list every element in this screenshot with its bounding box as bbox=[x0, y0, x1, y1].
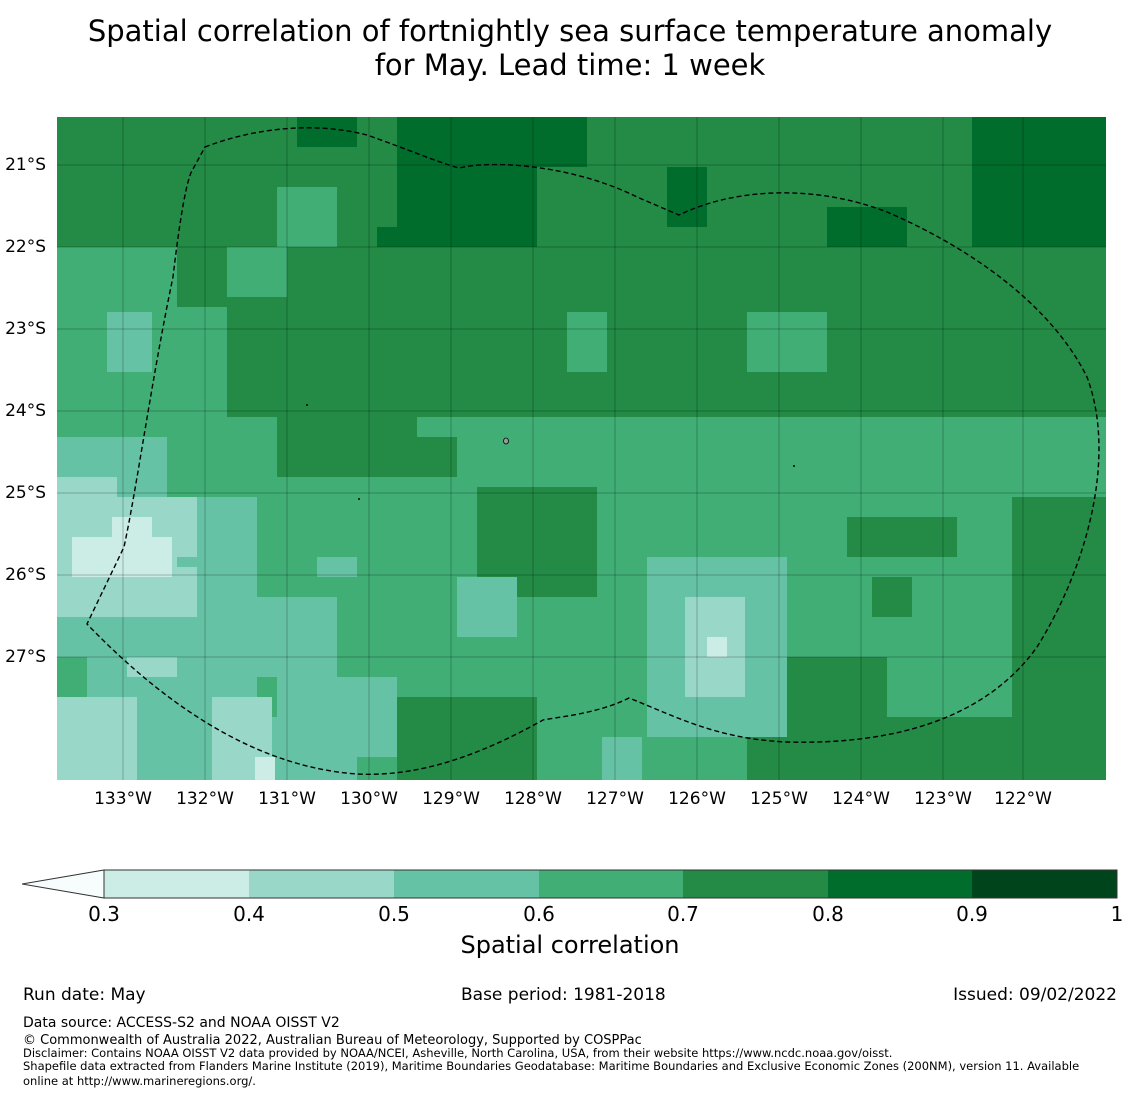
lon-label: 123°W bbox=[914, 789, 972, 809]
island-marker bbox=[503, 437, 509, 445]
lon-label: 122°W bbox=[994, 789, 1052, 809]
correlation-patch bbox=[227, 247, 287, 297]
correlation-patches bbox=[57, 117, 1106, 780]
colorbar-bin bbox=[539, 870, 683, 898]
correlation-patch bbox=[255, 757, 275, 780]
islet-marker bbox=[358, 498, 360, 500]
title-line-2: for May. Lead time: 1 week bbox=[374, 48, 766, 82]
correlation-patch bbox=[112, 517, 152, 577]
islet-marker bbox=[793, 465, 795, 467]
title-line-1: Spatial correlation of fortnightly sea s… bbox=[87, 14, 1053, 48]
correlation-patch bbox=[567, 312, 607, 372]
colorbar-tick: 0.3 bbox=[88, 902, 120, 926]
colorbar-svg bbox=[21, 869, 1118, 899]
copyright: © Commonwealth of Australia 2022, Austra… bbox=[23, 1033, 642, 1048]
correlation-patch bbox=[57, 697, 137, 780]
correlation-patch bbox=[667, 167, 707, 227]
colorbar-frame bbox=[103, 869, 1118, 899]
correlation-patch bbox=[277, 417, 417, 477]
correlation-patch bbox=[297, 117, 357, 147]
lon-label: 127°W bbox=[586, 789, 644, 809]
colorbar-bin bbox=[828, 870, 972, 898]
colorbar-title: Spatial correlation bbox=[460, 931, 680, 959]
colorbar-extend-arrow bbox=[21, 869, 105, 899]
colorbar-bin bbox=[104, 870, 249, 898]
correlation-patch bbox=[277, 677, 397, 757]
base-period: Base period: 1981-2018 bbox=[461, 985, 666, 1005]
run-date: Run date: May bbox=[23, 985, 146, 1005]
colorbar-bin bbox=[394, 870, 539, 898]
colorbar-tick: 0.9 bbox=[956, 902, 988, 926]
chart-title: Spatial correlation of fortnightly sea s… bbox=[0, 14, 1140, 82]
lat-label: 26°S bbox=[5, 565, 46, 585]
correlation-patch bbox=[787, 657, 887, 717]
lat-label: 22°S bbox=[5, 237, 46, 257]
correlation-patch bbox=[277, 187, 337, 247]
correlation-patch bbox=[257, 597, 337, 677]
lon-label: 124°W bbox=[832, 789, 890, 809]
colorbar-bin bbox=[972, 870, 1117, 898]
correlation-patch bbox=[827, 207, 907, 247]
colorbar-tick: 0.8 bbox=[812, 902, 844, 926]
lon-label: 128°W bbox=[504, 789, 562, 809]
correlation-patch bbox=[397, 697, 537, 780]
lon-label: 132°W bbox=[176, 789, 234, 809]
disclaimer: Disclaimer: Contains NOAA OISST V2 data … bbox=[23, 1046, 893, 1060]
lon-label: 126°W bbox=[668, 789, 726, 809]
data-source: Data source: ACCESS-S2 and NOAA OISST V2 bbox=[23, 1015, 340, 1031]
correlation-map bbox=[57, 117, 1106, 780]
correlation-patch bbox=[602, 737, 642, 780]
correlation-patch bbox=[457, 577, 517, 637]
colorbar-tick: 0.5 bbox=[378, 902, 410, 926]
correlation-patch bbox=[1012, 497, 1106, 780]
lon-label: 133°W bbox=[94, 789, 152, 809]
colorbar-tick: 0.6 bbox=[523, 902, 555, 926]
correlation-patch bbox=[397, 117, 537, 247]
map-gridlines bbox=[57, 117, 1106, 780]
islet-marker bbox=[306, 404, 308, 406]
colorbar-tick: 1 bbox=[1110, 902, 1124, 926]
issued-date: Issued: 09/02/2022 bbox=[953, 985, 1117, 1005]
lat-label: 24°S bbox=[5, 401, 46, 421]
colorbar bbox=[21, 868, 1122, 902]
lat-label: 25°S bbox=[5, 483, 46, 503]
correlation-patch bbox=[847, 517, 957, 557]
correlation-patch bbox=[747, 312, 827, 372]
lat-label: 27°S bbox=[5, 647, 46, 667]
colorbar-bin bbox=[249, 870, 394, 898]
correlation-patch bbox=[107, 312, 152, 372]
lon-label: 131°W bbox=[258, 789, 316, 809]
correlation-patch bbox=[972, 117, 1106, 247]
correlation-patch bbox=[317, 557, 357, 577]
lon-label: 129°W bbox=[422, 789, 480, 809]
lat-label: 21°S bbox=[5, 155, 46, 175]
map-svg bbox=[57, 117, 1106, 780]
colorbar-tick: 0.7 bbox=[667, 902, 699, 926]
lon-label: 130°W bbox=[340, 789, 398, 809]
lat-label: 23°S bbox=[5, 319, 46, 339]
correlation-patch bbox=[872, 577, 912, 617]
colorbar-bin bbox=[683, 870, 828, 898]
correlation-patch bbox=[707, 637, 727, 657]
shapefile-url: online at http://www.marineregions.org/. bbox=[23, 1074, 256, 1088]
correlation-patch bbox=[127, 657, 177, 677]
colorbar-tick: 0.4 bbox=[233, 902, 265, 926]
shapefile-credit: Shapefile data extracted from Flanders M… bbox=[23, 1059, 1080, 1073]
correlation-patch bbox=[417, 437, 457, 477]
eez-boundary bbox=[86, 127, 1100, 775]
lon-label: 125°W bbox=[750, 789, 808, 809]
